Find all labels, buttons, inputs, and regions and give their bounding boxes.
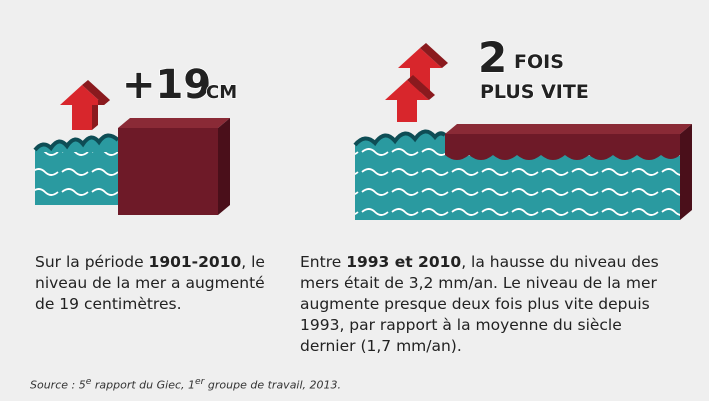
text: Sur la période [35, 253, 149, 271]
right-line2: PLUS VITE [480, 81, 589, 103]
text-bold: 1993 et 2010 [346, 253, 462, 271]
sup: e [85, 376, 92, 387]
left-number: +19 [122, 62, 211, 108]
sup: er [195, 376, 205, 387]
right-text: Entre 1993 et 2010, la hausse du niveau … [300, 252, 680, 357]
left-unit: CM [206, 82, 237, 103]
text: Entre [300, 253, 347, 271]
text: groupe de travail, 2013. [204, 378, 342, 392]
text: , la hausse du niveau des mers était de … [300, 253, 659, 355]
right-number: 2 [478, 33, 507, 82]
left-arrow [60, 80, 110, 130]
text: , le niveau de la mer a augmenté de 19 c… [35, 253, 265, 313]
text: rapport du Giec, 1 [91, 378, 195, 392]
text-bold: 1901-2010 [148, 253, 242, 271]
left-water [33, 133, 120, 205]
right-arrows [385, 43, 448, 122]
right-line1: FOIS [514, 51, 564, 73]
left-text: Sur la période 1901-2010, le niveau de l… [35, 252, 275, 315]
right-water [353, 129, 447, 220]
text: Source : 5 [30, 378, 86, 392]
source: Source : 5e rapport du Giec, 1er groupe … [30, 376, 341, 392]
right-block [445, 124, 692, 220]
left-block [118, 118, 230, 215]
